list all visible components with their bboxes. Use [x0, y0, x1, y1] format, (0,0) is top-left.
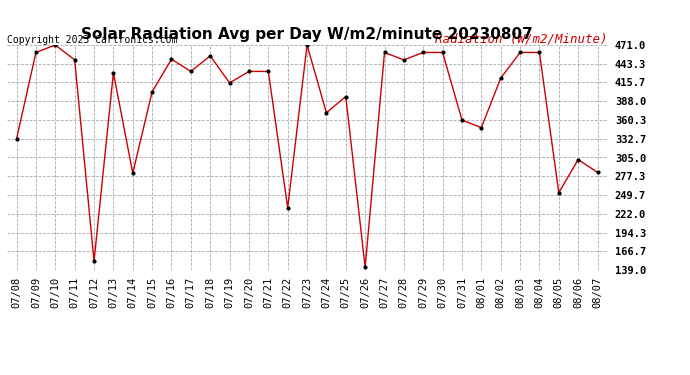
- Text: Radiation (W/m2/Minute): Radiation (W/m2/Minute): [435, 32, 607, 45]
- Text: Copyright 2023 Cartronics.com: Copyright 2023 Cartronics.com: [7, 35, 177, 45]
- Title: Solar Radiation Avg per Day W/m2/minute 20230807: Solar Radiation Avg per Day W/m2/minute …: [81, 27, 533, 42]
